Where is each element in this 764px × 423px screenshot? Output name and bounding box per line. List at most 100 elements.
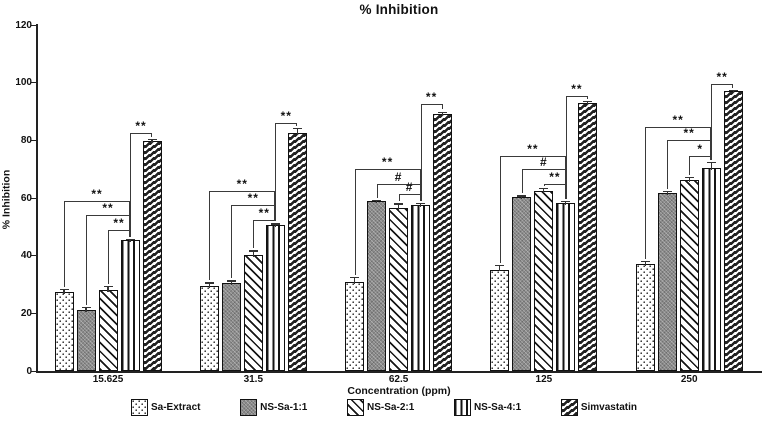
significance-bracket-line <box>64 200 130 202</box>
bar-NS-Sa-4:1-31.5 <box>265 225 285 371</box>
bar-Simvastatin-31.5 <box>287 132 307 371</box>
error-bar-stem <box>274 223 276 228</box>
x-axis-category-label: 31.5 <box>243 374 264 385</box>
significance-bracket-drop <box>275 123 277 222</box>
significance-label: ** <box>247 191 259 206</box>
y-axis-tick-label: 80 <box>20 134 32 146</box>
significance-bracket-drop <box>398 193 400 202</box>
error-bar-cap <box>350 277 360 279</box>
bar-NS-Sa-2:1-125 <box>534 191 554 371</box>
significance-bracket-drop <box>296 123 298 127</box>
significance-bracket-drop <box>645 127 647 259</box>
significance-bracket-line <box>645 127 712 129</box>
y-axis-tick <box>31 312 36 315</box>
error-bar-stem <box>398 203 400 210</box>
legend-swatch-vertical-stripes-icon <box>453 398 471 416</box>
significance-bracket-line <box>543 183 566 185</box>
significance-bracket-line <box>667 140 712 142</box>
chart-title: % Inhibition <box>359 2 439 17</box>
x-axis-category-label: 62.5 <box>388 374 409 385</box>
error-bar-cap <box>495 265 505 267</box>
significance-bracket-drop <box>565 95 567 199</box>
error-bar-stem <box>666 191 668 195</box>
x-axis-category-label: 125 <box>535 374 553 385</box>
bar-NS-Sa-4:1-62.5 <box>411 205 431 371</box>
bar-NS-Sa-1:1-250 <box>657 192 677 371</box>
significance-bracket-drop <box>667 140 669 190</box>
significance-bracket-drop <box>543 183 545 186</box>
significance-bracket-drop <box>419 193 421 202</box>
significance-bracket-drop <box>130 133 131 237</box>
significance-bracket-drop <box>209 190 211 281</box>
significance-bracket-drop <box>354 169 356 275</box>
significance-bracket-line <box>275 123 298 125</box>
error-bar-stem <box>230 280 232 285</box>
significance-label: ** <box>135 119 147 134</box>
error-bar-cap <box>372 199 382 201</box>
error-bar-cap <box>270 223 280 225</box>
error-bar-stem <box>63 288 65 295</box>
significance-bracket-drop <box>129 215 130 237</box>
error-bar-cap <box>103 286 113 288</box>
error-bar-stem <box>129 238 131 243</box>
legend-label: NS-Sa-4:1 <box>473 401 522 413</box>
bar-NS-Sa-1:1-31.5 <box>221 282 241 371</box>
error-bar-cap <box>640 260 650 262</box>
error-bar-stem <box>688 176 690 183</box>
significance-bracket-drop <box>274 219 276 222</box>
bar-Simvastatin-250 <box>723 91 743 371</box>
significance-label: ** <box>527 142 539 157</box>
y-axis-tick-label: 0 <box>26 365 32 377</box>
error-bar-cap <box>684 176 694 178</box>
significance-bracket-line <box>565 95 588 97</box>
legend-label: NS-Sa-2:1 <box>367 401 415 413</box>
bar-NS-Sa-4:1-125 <box>556 202 576 371</box>
error-bar-cap <box>394 203 404 205</box>
error-bar-stem <box>85 307 87 312</box>
bar-NS-Sa-2:1-31.5 <box>243 254 263 371</box>
error-bar-stem <box>354 277 356 285</box>
bar-Sa-Extract-15.625 <box>54 292 74 371</box>
error-bar-stem <box>499 265 501 272</box>
error-bar-stem <box>732 89 734 94</box>
bar-Simvastatin-125 <box>578 102 598 371</box>
x-axis-category-label: 15.625 <box>92 374 124 385</box>
error-bar-stem <box>587 100 589 105</box>
significance-bracket-line <box>231 205 276 207</box>
legend: Sa-Extract NS-Sa-1:1 NS-Sa-2:1 NS-Sa-4:1 Sim… <box>131 396 637 418</box>
bar-Sa-Extract-62.5 <box>345 282 365 371</box>
error-bar-cap <box>147 138 157 140</box>
significance-bracket-line <box>499 156 566 158</box>
y-axis-tick-label: 100 <box>15 77 32 89</box>
significance-bracket-drop <box>64 200 65 287</box>
significance-label: # <box>540 155 548 170</box>
error-bar-stem <box>151 138 153 144</box>
significance-bracket-drop <box>129 229 130 237</box>
significance-bracket-drop <box>732 84 734 88</box>
error-bar-stem <box>208 282 210 288</box>
bar-NS-Sa-2:1-250 <box>679 180 699 371</box>
significance-label: ** <box>113 215 125 230</box>
significance-label: ** <box>571 81 583 96</box>
error-bar-cap <box>728 89 738 91</box>
significance-bracket-drop <box>151 133 152 137</box>
y-axis-tick <box>31 255 36 257</box>
y-axis-tick <box>31 197 36 199</box>
legend-item-Sa-Extract: Sa-Extract <box>131 398 200 416</box>
significance-bracket-line <box>130 133 152 135</box>
significance-bracket-drop <box>274 205 276 222</box>
bar-Sa-Extract-250 <box>635 264 655 371</box>
bar-NS-Sa-2:1-62.5 <box>389 207 409 371</box>
error-bar-cap <box>248 250 258 252</box>
significance-label: ** <box>258 205 270 220</box>
significance-bracket-line <box>689 156 712 158</box>
error-bar-stem <box>376 199 378 204</box>
error-bar-cap <box>292 128 302 130</box>
significance-label: ** <box>280 109 292 124</box>
y-axis-tick-label: 20 <box>20 307 32 319</box>
error-bar-cap <box>226 280 236 282</box>
legend-swatch-diagonal-stripes-icon <box>347 398 365 416</box>
bar-NS-Sa-1:1-62.5 <box>367 201 387 371</box>
